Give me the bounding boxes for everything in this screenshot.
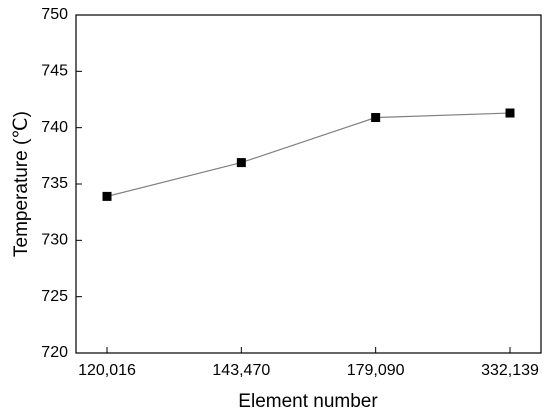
y-axis-label: Temperature (℃) bbox=[11, 111, 32, 257]
marker bbox=[236, 158, 246, 168]
x-tick-label: 179,090 bbox=[347, 362, 405, 379]
y-tick-label: 740 bbox=[41, 119, 68, 136]
x-tick-label: 120,016 bbox=[78, 362, 136, 379]
series-line bbox=[106, 112, 511, 197]
y-tick-label: 730 bbox=[41, 232, 68, 249]
y-tick-label: 735 bbox=[41, 175, 68, 192]
marker bbox=[505, 108, 515, 118]
marker bbox=[371, 113, 381, 123]
y-tick-label: 750 bbox=[41, 6, 68, 23]
y-tick-label: 745 bbox=[41, 63, 68, 80]
y-tick-label: 720 bbox=[41, 344, 68, 361]
marker bbox=[102, 191, 112, 201]
x-tick-label: 143,470 bbox=[212, 362, 270, 379]
y-tick-label: 725 bbox=[41, 288, 68, 305]
x-tick-label: 332,139 bbox=[481, 362, 539, 379]
plot-frame bbox=[75, 14, 542, 354]
x-axis-label: Element number bbox=[238, 391, 378, 412]
